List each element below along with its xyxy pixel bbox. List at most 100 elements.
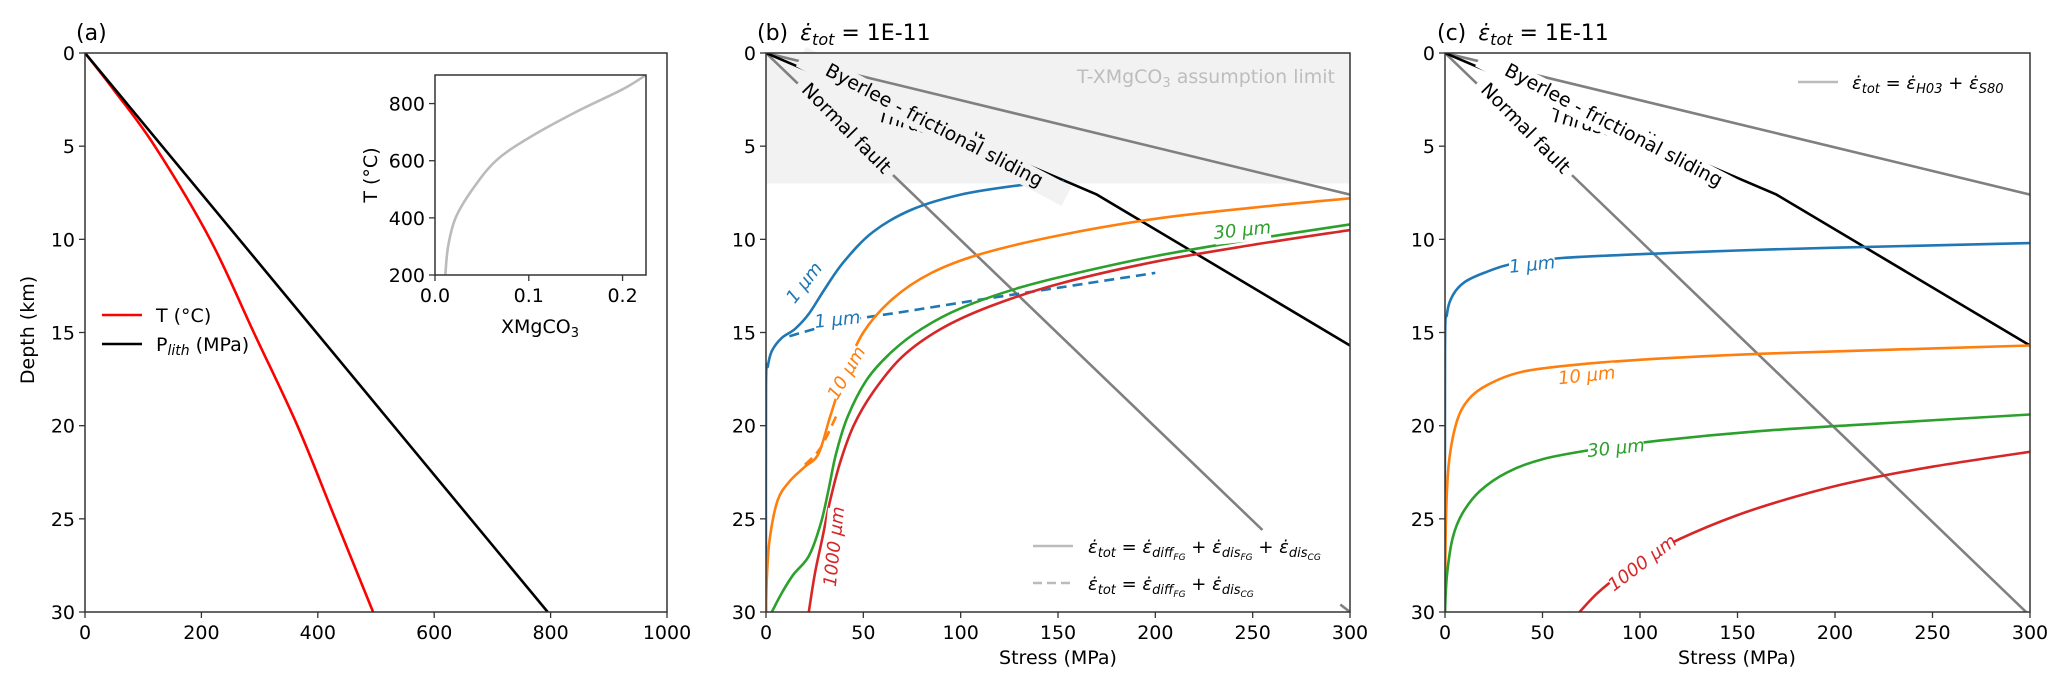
byerlee-label-gap [795,46,1072,206]
x-tick-label: 800 [532,622,568,644]
x-tick-label: 600 [416,622,452,644]
y-tick-label: 10 [732,229,756,251]
inset-background [435,75,646,275]
legend-label-three-mechanisms: ε̇tot = ε̇diffFG + ε̇disFG + ε̇disCG [1088,537,1321,563]
series-10-m-dashed [803,415,838,466]
series-30-m [770,223,1350,612]
x-tick-label: 200 [1137,622,1173,644]
inset-x-tick-label: 0.0 [420,285,450,307]
panel-a-ylabel: Depth (km) [17,276,39,384]
panel-b-title: (b) ε̇tot = 1E-11 [757,21,931,49]
inset-y-tick-label: 600 [389,151,425,173]
panel-b: (b) ε̇tot = 1E-11 T-XMgCO3 assumption lim… [732,21,1368,669]
legend-label-two-mechanisms: ε̇tot = ε̇diffFG + ε̇disCG [1088,574,1254,600]
label-10um-gap [1557,362,1616,391]
panel-c-title: (c) ε̇tot = 1E-11 [1437,21,1609,49]
y-tick-label: 0 [1423,43,1435,65]
label-1um-gap [1508,252,1557,279]
label-1000um: 1000 µm [820,505,849,587]
series-p-lith-mpa [85,53,549,612]
x-tick-label: 400 [300,622,336,644]
inset-x-tick-label: 0.1 [514,285,544,307]
y-tick-label: 30 [1411,602,1435,624]
y-tick-label: 30 [732,602,756,624]
x-tick-label: 100 [1622,622,1658,644]
x-tick-label: 100 [943,622,979,644]
label-1um-dashed: 1 µm [813,307,861,333]
x-tick-label: 1000 [643,622,691,644]
label-10um-gap [823,343,871,404]
series-1-m [766,180,1064,612]
series-1000-m [1578,450,2030,612]
series-normal-fault-segment [1339,603,1350,612]
inset-ylabel: T (°C) [360,147,382,203]
y-tick-label: 20 [732,416,756,438]
label-1um-dashed-gap [813,307,862,334]
axes-frame [765,52,1351,613]
x-tick-label: 150 [1719,622,1755,644]
axes-frame [1444,52,2031,613]
series-1-m [1445,241,2030,612]
inset-frame [434,74,647,276]
series-30-m [1445,413,2030,612]
y-tick-label: 20 [1411,416,1435,438]
panel-b-plot-area: 050100150200250300051015202530Thrust fau… [732,43,1368,644]
axes-frame [84,52,668,613]
panel-c-plot-area: 050100150200250300051015202530Thrust fau… [1411,43,2048,644]
panel-a-legend: T (°C) Plith (MPa) [102,305,249,359]
inset-series-t-xmgco3 [444,75,646,275]
label-1um: 1 µm [1508,252,1556,278]
inset-x-tick-label: 0.2 [607,285,637,307]
label-1000um-gap [1605,532,1680,596]
x-tick-label: 0 [760,622,772,644]
y-tick-label: 10 [1411,229,1435,251]
panel-b-legend: ε̇tot = ε̇diffFG + ε̇disFG + ε̇disCG ε̇t… [1033,537,1321,600]
panel-a: (a) 0 200 400 600 800 1000 0 5 10 15 20 25 30 Depth … [17,21,691,644]
label-30um: 30 µm [1586,435,1646,462]
y-tick-label: 10 [51,229,75,251]
series-1000-m [807,228,1350,612]
y-tick-label: 25 [732,509,756,531]
panel-a-plot-area: 0 200 400 600 800 1000 0 5 10 15 20 25 30 [51,43,691,644]
legend-label-h03-s80: ε̇tot = ε̇H03 + ε̇S80 [1852,73,2004,97]
label-30um-gap [1213,217,1272,245]
y-tick-label: 5 [744,136,756,158]
y-tick-label: 15 [1411,323,1435,345]
x-tick-label: 200 [183,622,219,644]
y-tick-label: 0 [744,43,756,65]
panel-a-inset: 0.0 0.1 0.2 200 400 600 800 [389,74,647,307]
y-tick-label: 25 [1411,509,1435,531]
inset-y-tick-label: 400 [389,208,425,230]
y-tick-label: 5 [1423,136,1435,158]
panel-c: (c) ε̇tot = 1E-11 0 50 100 150 200 250 300 0 5 10 1… [1411,21,2048,669]
x-tick-label: 50 [1530,622,1554,644]
x-tick-label: 200 [1817,622,1853,644]
y-tick-label: 25 [51,509,75,531]
byerlee-label-gap [1475,46,1751,206]
panel-c-legend: ε̇tot = ε̇H03 + ε̇S80 [1798,73,2004,97]
panel-b-xlabel: Stress (MPa) [999,647,1117,669]
series-t-c [85,53,375,612]
series-thrust-fault [766,53,1350,196]
label-1000um-gap [820,507,850,586]
x-tick-label: 0 [79,622,91,644]
x-tick-label: 50 [851,622,875,644]
label-1000um: 1000 µm [1604,531,1681,596]
inset-y-tick-label: 800 [389,94,425,116]
panel-c-xlabel: Stress (MPa) [1678,647,1796,669]
series-10-m [1445,344,2030,612]
y-tick-label: 0 [63,43,75,65]
x-tick-label: 0 [1439,622,1451,644]
x-tick-label: 250 [1914,622,1950,644]
x-tick-label: 300 [1332,622,1368,644]
assumption-limit-label: T-XMgCO3 assumption limit [1076,66,1335,91]
label-30um: 30 µm [1213,217,1273,244]
x-tick-label: 300 [2012,622,2048,644]
x-tick-label: 250 [1235,622,1271,644]
y-tick-label: 5 [63,136,75,158]
inset-y-tick-label: 200 [389,265,425,287]
label-30um-gap [1587,435,1646,463]
normal-fault-label-gap [791,74,900,184]
inset-xlabel: XMgCO3 [501,316,579,341]
